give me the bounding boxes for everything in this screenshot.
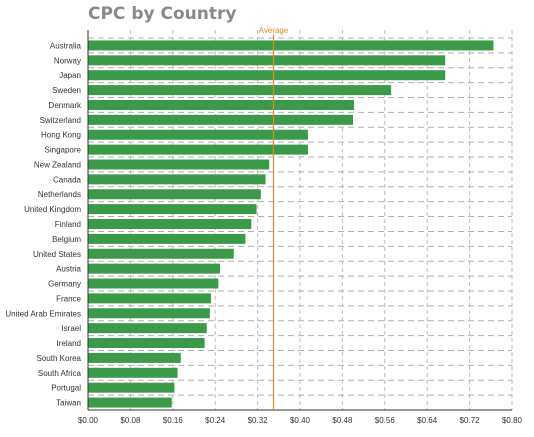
bar xyxy=(88,219,252,229)
bar xyxy=(88,204,257,215)
bar xyxy=(88,159,270,170)
bar xyxy=(88,367,178,378)
x-tick-label: $0.16 xyxy=(163,416,184,425)
category-label: Japan xyxy=(59,71,81,80)
category-label: United Kingdom xyxy=(24,205,81,214)
category-label: Germany xyxy=(48,280,81,289)
average-label: Average xyxy=(259,26,289,35)
bar xyxy=(88,248,234,259)
bar xyxy=(88,233,246,244)
category-label: Sweden xyxy=(52,86,81,95)
category-label: Norway xyxy=(54,56,81,65)
category-label: Ireland xyxy=(57,339,81,348)
category-label: Hong Kong xyxy=(41,131,81,140)
category-label: Portugal xyxy=(51,384,81,393)
bar xyxy=(88,263,220,274)
category-label: Singapore xyxy=(45,146,82,155)
category-label: Switzerland xyxy=(40,116,81,125)
category-label: Netherlands xyxy=(38,190,81,199)
bar xyxy=(88,308,210,319)
category-label: Taiwan xyxy=(56,399,81,408)
x-tick-label: $0.80 xyxy=(502,416,523,425)
bar xyxy=(88,114,353,125)
bar xyxy=(88,338,205,349)
category-label: South Korea xyxy=(37,354,82,363)
x-tick-label: $0.40 xyxy=(290,416,311,425)
category-label: United Arab Emirates xyxy=(5,309,81,318)
category-label: Australia xyxy=(50,41,82,50)
x-tick-label: $0.08 xyxy=(120,416,141,425)
category-label: South Africa xyxy=(38,369,82,378)
bar xyxy=(88,323,207,334)
x-tick-label: $0.72 xyxy=(460,416,481,425)
x-tick-label: $0.64 xyxy=(417,416,438,425)
category-label: Israel xyxy=(61,324,81,333)
bar xyxy=(88,144,308,155)
category-label: Finland xyxy=(55,220,81,229)
category-label: Austria xyxy=(56,265,81,274)
category-label: New Zealand xyxy=(34,160,81,169)
x-tick-label: $0.32 xyxy=(248,416,269,425)
bar xyxy=(88,397,172,408)
bar xyxy=(88,189,261,200)
category-label: United States xyxy=(33,250,81,259)
bar xyxy=(88,55,446,66)
bar xyxy=(88,293,211,304)
bar xyxy=(88,352,181,363)
chart-title: CPC by Country xyxy=(88,4,237,24)
category-label: Belgium xyxy=(52,235,81,244)
bar xyxy=(88,174,266,185)
bar xyxy=(88,85,392,96)
category-label: Canada xyxy=(53,175,82,184)
x-tick-label: $0.48 xyxy=(332,416,353,425)
bar xyxy=(88,40,494,51)
category-label: France xyxy=(56,294,81,303)
category-label: Denmark xyxy=(49,101,82,110)
bar xyxy=(88,382,175,393)
x-tick-label: $0.00 xyxy=(78,416,99,425)
bar xyxy=(88,70,446,81)
bar xyxy=(88,99,355,110)
x-tick-label: $0.24 xyxy=(205,416,226,425)
bar xyxy=(88,129,308,140)
x-tick-label: $0.56 xyxy=(375,416,396,425)
bar xyxy=(88,278,219,289)
